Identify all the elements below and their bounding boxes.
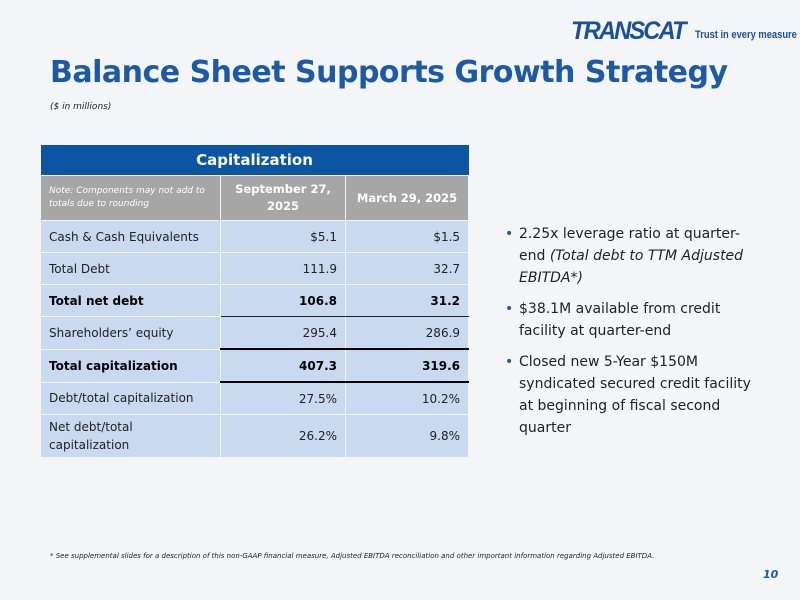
page-number: 10 (763, 568, 779, 581)
cell: $5.1 (220, 220, 346, 253)
row-label: Total net debt (40, 284, 221, 317)
row-label: Net debt/total capitalization (40, 414, 221, 458)
bullet-item: Closed new 5-Year $150M syndicated secur… (505, 351, 760, 439)
table-row: Total Debt 111.9 32.7 (40, 252, 470, 285)
table-row: Net debt/total capitalization 26.2% 9.8% (40, 414, 470, 458)
capitalization-table: Capitalization Note: Components may not … (40, 145, 470, 458)
row-label: Cash & Cash Equivalents (40, 220, 221, 253)
cell: 9.8% (344, 414, 470, 458)
rounding-note: Note: Components may not add to totals d… (40, 175, 221, 221)
logo-wordmark: TRANSCAT (571, 17, 687, 45)
bullet-text: $38.1M available from credit facility at… (519, 301, 721, 339)
bullet-list: 2.25x leverage ratio at quarter-end (Tot… (505, 223, 760, 448)
cell: 286.9 (344, 316, 470, 350)
cell: 10.2% (344, 381, 470, 415)
bullet-item: $38.1M available from credit facility at… (505, 298, 760, 342)
bullet-italic-text: (Total debt to TTM Adjusted EBITDA*) (519, 248, 744, 286)
row-label: Debt/total capitalization (40, 381, 221, 415)
cell: 407.3 (220, 348, 346, 383)
cell: 32.7 (344, 252, 470, 285)
table-row: Cash & Cash Equivalents $5.1 $1.5 (40, 220, 470, 253)
cell: 319.6 (344, 348, 470, 383)
slide-title: Balance Sheet Supports Growth Strategy (50, 55, 728, 90)
table-row: Shareholders’ equity 295.4 286.9 (40, 316, 470, 350)
table-header-row: Note: Components may not add to totals d… (40, 175, 470, 221)
row-label: Total Debt (40, 252, 221, 285)
cell: 27.5% (220, 381, 346, 415)
footnote: * See supplemental slides for a descript… (50, 552, 655, 560)
row-label: Shareholders’ equity (40, 316, 221, 350)
cell: 295.4 (220, 316, 346, 350)
column-header: March 29, 2025 (344, 175, 470, 221)
transcat-logo: TRANSCAT Trust in every measure (571, 17, 800, 46)
table-row: Total capitalization 407.3 319.6 (40, 348, 470, 383)
bullet-text: Closed new 5-Year $150M syndicated secur… (519, 354, 751, 436)
cell: 26.2% (220, 414, 346, 458)
cell: 111.9 (220, 252, 346, 285)
table-caption: Capitalization (40, 145, 469, 176)
column-header: September 27, 2025 (220, 175, 346, 221)
bullet-item: 2.25x leverage ratio at quarter-end (Tot… (505, 223, 760, 289)
table-row: Total net debt 106.8 31.2 (40, 284, 470, 317)
cell: 31.2 (344, 284, 470, 317)
table-row: Debt/total capitalization 27.5% 10.2% (40, 381, 470, 415)
logo-tagline: Trust in every measure (694, 29, 797, 41)
units-note: ($ in millions) (50, 102, 112, 112)
row-label: Total capitalization (40, 348, 221, 383)
cell: $1.5 (344, 220, 470, 253)
cell: 106.8 (220, 284, 346, 317)
bullet-text: 2.25x leverage ratio at quarter-end (519, 226, 740, 264)
